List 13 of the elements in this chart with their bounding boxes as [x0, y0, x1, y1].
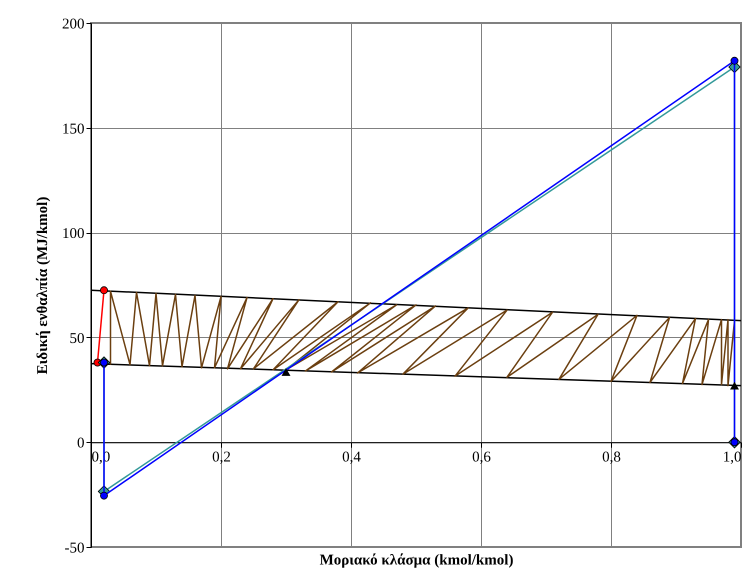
y-tick-label: 150 [62, 121, 84, 138]
x-tick-label: 1,0 [722, 450, 742, 466]
x-tick-label: 0,4 [342, 450, 362, 466]
y-tick-label: -50 [64, 540, 84, 556]
x-tick-label: 0,6 [472, 450, 492, 466]
y-tick-label: 200 [62, 16, 84, 32]
x-tick-label: 0,8 [602, 450, 621, 466]
y-axis-title: Ειδική ενθαλπία (MJ/kmol) [35, 196, 51, 374]
x-axis-title: Μοριακό κλάσμα (kmol/kmol) [320, 552, 514, 568]
y-tick-label: 0 [77, 436, 84, 452]
x-tick-label: 0,2 [212, 450, 231, 466]
y-tick-label: 50 [70, 330, 84, 347]
y-tick-label: 100 [62, 226, 84, 242]
